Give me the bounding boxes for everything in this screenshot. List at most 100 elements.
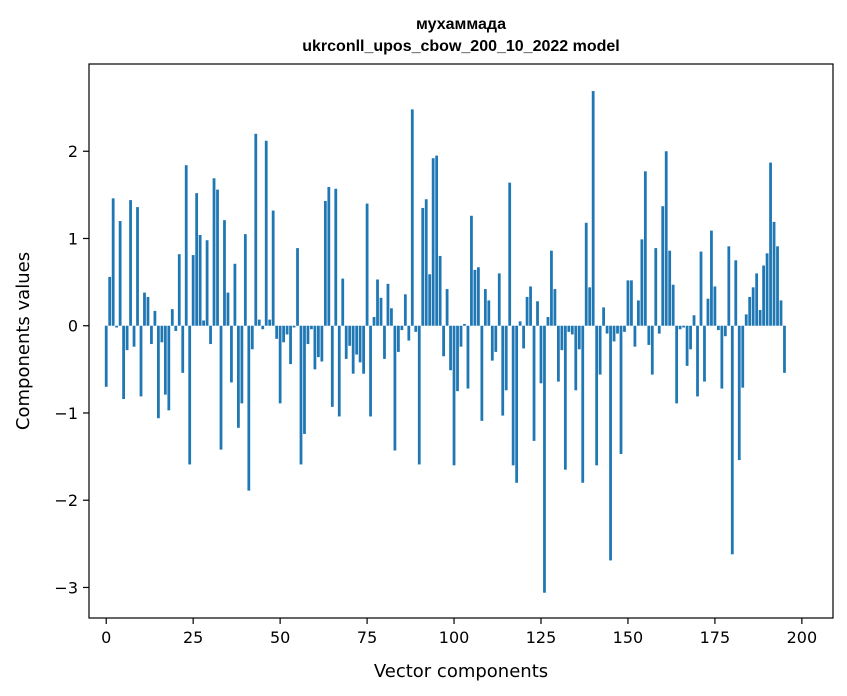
- bar-74: [362, 325, 365, 374]
- bar-159: [657, 325, 661, 334]
- bar-184: [744, 314, 748, 326]
- bar-122: [529, 286, 532, 326]
- bar-106: [473, 269, 477, 326]
- bar-111: [490, 325, 494, 361]
- bar-188: [758, 310, 762, 326]
- bar-68: [341, 278, 345, 326]
- bar-189: [762, 265, 765, 326]
- bar-44: [257, 319, 261, 326]
- bar-185: [748, 296, 752, 326]
- bar-114: [501, 325, 505, 416]
- bar-82: [390, 308, 393, 326]
- bar-153: [637, 300, 640, 326]
- bar-63: [323, 200, 327, 326]
- bar-50: [278, 325, 282, 404]
- bar-180: [730, 325, 734, 555]
- y-tick-label: 0: [68, 317, 78, 336]
- bar-92: [424, 199, 428, 326]
- bar-19: [170, 309, 174, 326]
- x-axis-label: Vector components: [374, 661, 548, 682]
- bar-69: [344, 325, 348, 359]
- bar-9: [136, 207, 139, 326]
- bar-59: [310, 325, 313, 330]
- bar-148: [619, 325, 623, 454]
- bar-146: [612, 325, 616, 342]
- x-tick-label: 150: [613, 628, 644, 647]
- bar-137: [581, 325, 585, 483]
- bar-156: [647, 325, 651, 345]
- bar-41: [247, 325, 251, 491]
- bar-144: [605, 325, 609, 334]
- bar-38: [237, 325, 240, 428]
- bar-109: [483, 289, 487, 326]
- bar-37: [233, 263, 237, 326]
- bar-126: [543, 325, 546, 593]
- bar-49: [275, 325, 279, 339]
- x-tick-label: 75: [357, 628, 377, 647]
- bar-29: [205, 240, 209, 326]
- bar-33: [219, 325, 223, 450]
- bar-91: [421, 207, 425, 326]
- bar-28: [202, 320, 205, 326]
- bar-78: [376, 279, 379, 326]
- bar-165: [678, 325, 682, 330]
- bar-80: [383, 325, 386, 359]
- bar-20: [174, 325, 178, 331]
- bar-3: [115, 325, 119, 328]
- bar-24: [188, 325, 192, 465]
- bar-171: [699, 251, 703, 326]
- bar-47: [268, 319, 272, 326]
- bar-191: [769, 162, 772, 326]
- bar-108: [480, 325, 484, 421]
- bar-64: [327, 187, 331, 326]
- bar-5: [122, 325, 125, 400]
- bar-155: [643, 171, 647, 326]
- y-tick-label: −3: [54, 578, 78, 597]
- bar-61: [317, 325, 320, 358]
- bar-179: [727, 246, 731, 326]
- bar-173: [706, 298, 710, 326]
- bar-100: [452, 325, 456, 466]
- bars-group: [104, 91, 786, 593]
- bar-117: [511, 325, 515, 466]
- bar-141: [595, 325, 599, 466]
- bar-182: [737, 325, 741, 461]
- bar-94: [431, 158, 435, 326]
- bar-76: [369, 325, 372, 417]
- bar-149: [623, 325, 626, 332]
- bar-139: [588, 287, 592, 326]
- bar-71: [351, 325, 355, 374]
- bar-101: [456, 325, 459, 392]
- bar-2: [111, 198, 115, 326]
- bar-107: [477, 267, 480, 326]
- bar-163: [671, 284, 675, 326]
- bar-88: [410, 109, 414, 326]
- x-tick-label: 175: [700, 628, 731, 647]
- bar-83: [393, 325, 397, 451]
- bar-157: [650, 325, 654, 375]
- bar-168: [689, 325, 692, 350]
- bar-46: [264, 140, 268, 326]
- bar-124: [536, 301, 539, 326]
- chart-title-line-1: мухаммада: [416, 16, 506, 33]
- bar-1: [108, 276, 112, 326]
- bar-31: [212, 178, 216, 326]
- bar-119: [518, 321, 522, 326]
- bar-131: [560, 325, 564, 351]
- x-tick-label: 0: [101, 628, 111, 647]
- bar-93: [428, 274, 432, 326]
- bar-4: [118, 221, 122, 326]
- bar-162: [668, 250, 672, 326]
- bar-160: [661, 206, 665, 326]
- bar-181: [734, 260, 738, 326]
- bar-115: [504, 325, 508, 391]
- bar-35: [226, 292, 230, 326]
- bar-138: [584, 222, 588, 326]
- bar-12: [146, 296, 150, 326]
- bar-30: [209, 325, 212, 345]
- bar-143: [602, 307, 605, 326]
- bar-147: [616, 325, 619, 334]
- bar-87: [407, 325, 411, 341]
- bar-164: [675, 325, 679, 404]
- bar-123: [532, 325, 536, 441]
